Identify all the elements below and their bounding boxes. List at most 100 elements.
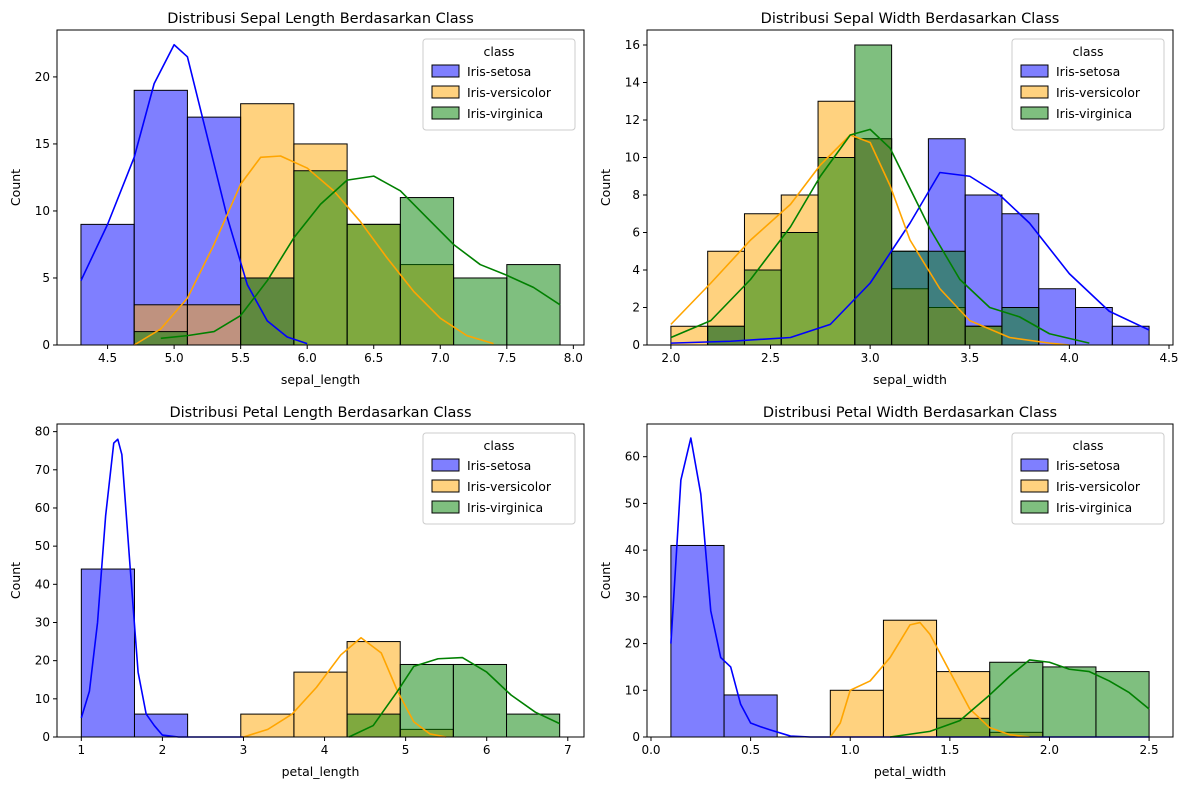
histogram-bar [506,713,561,738]
chart-panel-1: 4.5 5.0 5.5 6.0 6.5 7.0 7.5 8.0 0 5 10 15 20 Distribu… [8,11,585,387]
x-axis-label: sepal_length [281,372,360,387]
legend-box [422,38,576,131]
legend-box [422,432,576,525]
legend-title: class [1072,438,1103,453]
kde-line [829,621,1030,738]
x-tick-label: 5.0 [165,351,184,365]
x-tick-label: 4.5 [1159,351,1178,365]
x-axis-label: petal_length [282,764,360,779]
y-tick-label: 12 [625,113,640,127]
histogram-bar [452,663,508,738]
legend-title: class [483,44,514,59]
legend-entry-label: Iris-virginica [467,106,543,121]
y-tick-label: 0 [632,730,640,744]
kde-line [670,128,1090,344]
y-tick-label: 50 [625,496,640,510]
kde-line [243,636,447,738]
y-tick-label: 80 [35,425,50,439]
chart-title: Distribusi Sepal Length Berdasarkan Clas… [167,11,474,27]
legend-title: class [1072,44,1103,59]
histogram-bar [989,661,1044,738]
legend-swatch [1020,106,1049,120]
x-tick-label: 5.5 [231,351,250,365]
y-tick-label: 4 [632,263,640,277]
chart-title: Distribusi Petal Width Berdasarkan Class [763,405,1057,421]
x-tick-label: 2.0 [1040,743,1059,757]
x-tick-label: 0.0 [641,743,660,757]
legend-swatch [1020,64,1049,78]
x-tick-label: 7 [564,743,572,757]
kde-line [133,155,494,346]
legend-entry-label: Iris-setosa [467,458,531,473]
chart-panel-2: 2.0 2.5 3.0 3.5 4.0 4.5 0 2 4 6 8 10 12 14 16 Distribus… [598,11,1179,387]
chart-title: Distribusi Sepal Width Berdasarkan Class [761,11,1060,27]
y-axis-label: Count [598,169,613,206]
histogram-bar [670,544,725,738]
histogram-bar [854,44,893,346]
y-tick-label: 5 [42,271,50,285]
chart-title: Distribusi Petal Length Berdasarkan Clas… [169,405,471,421]
legend-entry-label: Iris-versicolor [467,479,552,494]
histogram-bar [882,619,938,738]
legend-swatch [1020,479,1049,493]
legend: class Iris-setosa Iris-versicolor Iris-virg… [1011,38,1165,131]
y-tick-label: 16 [625,38,640,52]
y-axis-label: Count [8,562,23,599]
histogram-bar [743,269,782,346]
histogram-bar [399,197,455,346]
histogram-bar [964,325,1003,346]
x-tick-label: 2 [159,743,167,757]
legend-entry-label: Iris-versicolor [1056,479,1141,494]
x-tick-label: 6 [483,743,491,757]
kde-line [348,656,561,738]
x-tick-label: 2.5 [1140,743,1159,757]
y-tick-label: 70 [35,463,50,477]
axes-frame [646,423,1174,738]
y-tick-label: 60 [625,450,640,464]
histogram-bar [829,689,884,738]
y-tick-label: 60 [35,501,50,515]
x-axis-label: sepal_width [873,372,947,387]
legend-swatch [1020,85,1049,99]
x-tick-label: 3.0 [861,351,880,365]
y-tick-label: 0 [42,338,50,352]
legend-swatch [431,458,460,472]
histogram-bar [927,250,966,346]
x-tick-label: 1 [78,743,86,757]
kde-line [80,438,244,738]
legend-entry-label: Iris-virginica [467,500,543,515]
legend-swatch [431,85,460,99]
histogram-bar [1038,288,1077,346]
x-tick-label: 6.0 [298,351,317,365]
kde-line [889,659,1150,738]
y-tick-label: 10 [625,683,640,697]
y-tick-label: 10 [35,692,50,706]
x-tick-label: 3 [240,743,248,757]
legend-entry-label: Iris-versicolor [467,85,552,100]
y-tick-label: 15 [35,137,50,151]
y-tick-label: 8 [632,188,640,202]
y-tick-label: 10 [625,151,640,165]
kde-line [160,175,561,340]
histogram-bar [186,304,242,346]
histogram-bar [1075,307,1113,346]
x-tick-label: 8.0 [564,351,583,365]
axes-frame [646,29,1174,346]
x-tick-label: 7.0 [431,351,450,365]
histogram-bar [80,223,135,346]
y-axis-label: Count [8,169,23,206]
x-tick-label: 2.0 [661,351,680,365]
histogram-bar [80,568,135,738]
x-tick-label: 6.5 [364,351,383,365]
legend-box [1011,38,1165,131]
legend-swatch [431,106,460,120]
histogram-bar [891,250,929,346]
y-tick-label: 0 [42,730,50,744]
y-axis-label: Count [598,562,613,599]
legend-swatch [1020,458,1049,472]
y-tick-label: 50 [35,539,50,553]
histogram-bar [964,194,1003,346]
legend-swatch [1020,500,1049,514]
y-tick-label: 20 [35,654,50,668]
